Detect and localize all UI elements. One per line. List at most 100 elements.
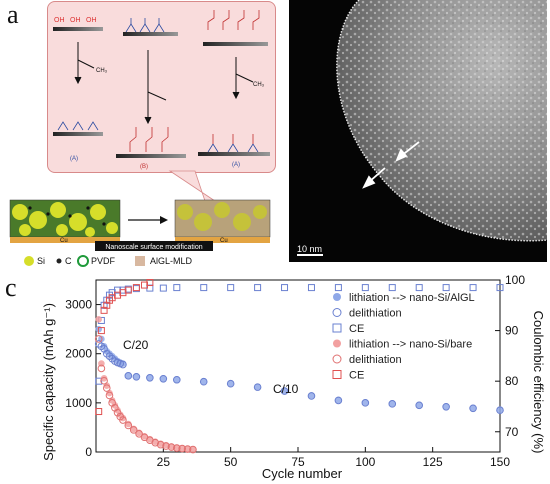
c-legend-label: C (65, 256, 72, 266)
data-point (334, 284, 342, 292)
substrate-slab (198, 152, 270, 156)
si-legend-icon (24, 256, 34, 266)
data-point (388, 400, 397, 408)
data-point (442, 284, 450, 292)
coating-layer (336, 0, 547, 242)
step-label: (B) (140, 164, 148, 170)
rate-annotation-c20: C/20 (123, 338, 149, 352)
data-point (469, 284, 477, 292)
y-tick-label: 3000 (65, 298, 92, 312)
data-point (132, 373, 141, 381)
data-point (159, 374, 168, 383)
data-point (97, 364, 106, 373)
data-point (162, 442, 170, 450)
data-point (124, 421, 133, 430)
substrate-slab (123, 32, 178, 36)
molecule-product (129, 127, 169, 152)
molecule-product (57, 121, 99, 131)
data-point (167, 443, 176, 451)
data-point (100, 374, 108, 382)
legend-marker (332, 370, 342, 379)
data-point (307, 284, 315, 292)
data-point (178, 444, 186, 453)
data-point (308, 392, 315, 399)
x-tick-label: 150 (490, 455, 510, 469)
x-tick-label: 125 (423, 455, 443, 469)
data-point (97, 327, 105, 335)
data-point (132, 284, 140, 292)
data-point (160, 374, 167, 382)
data-point (183, 445, 192, 453)
cu-label: Cu (220, 238, 228, 244)
tem-image: 10 nm (289, 0, 547, 262)
data-point (334, 396, 343, 405)
cycling-chart: 25 50 75 100 125 150 0 1000 2000 3000 70 80 90 100 lit… (41, 273, 546, 481)
pvdf-legend-icon (77, 255, 89, 267)
data-point (335, 396, 342, 404)
process-arrow-head (160, 216, 168, 224)
si-legend-label: Si (37, 256, 45, 266)
step-label: (A) (232, 162, 240, 168)
data-point (146, 279, 154, 287)
legend-marker (333, 293, 341, 301)
c-legend-icon (56, 258, 62, 264)
coated-si-particles (177, 202, 267, 231)
data-point (95, 316, 102, 323)
data-point (442, 402, 450, 410)
data-point (173, 284, 181, 292)
data-point (227, 284, 235, 292)
data-point (173, 375, 181, 384)
oh-label: OH (70, 17, 81, 24)
x-tick-label: 25 (157, 455, 171, 469)
reaction-arrows (74, 42, 254, 125)
data-point (173, 375, 181, 383)
particle-texture (336, 0, 547, 241)
x-tick-label: 100 (355, 455, 375, 469)
molecule-tma (125, 18, 165, 33)
data-point (173, 444, 181, 452)
x-tick-label: 75 (291, 455, 305, 469)
data-point (94, 340, 103, 348)
data-point (189, 445, 197, 454)
step-label: (A) (70, 156, 78, 162)
data-point (415, 401, 424, 410)
data-point (415, 284, 423, 292)
data-point (156, 440, 165, 449)
data-point (100, 343, 108, 350)
data-point (442, 402, 450, 411)
chart-marks (94, 279, 504, 454)
data-point (119, 360, 127, 369)
data-point (496, 406, 504, 414)
substrate-slab (53, 132, 103, 136)
data-point (105, 391, 114, 400)
y-tick-label: 1000 (65, 396, 92, 410)
data-point (97, 342, 106, 351)
scheme-drawing: OH OH OH CH₃ CH₃ (A) (53, 10, 270, 170)
data-point (184, 445, 191, 453)
nanoscale-label: Nanoscale surface modification (105, 244, 202, 251)
data-point (496, 406, 504, 415)
electrode-diagram: Cu Cu Nanoscale surface modification Si … (9, 170, 271, 267)
data-point (146, 373, 154, 382)
data-point (95, 408, 103, 416)
series-1 (94, 340, 504, 415)
panel-c-letter: c (5, 273, 17, 302)
series-3 (95, 316, 197, 453)
y-tick-label: 0 (85, 445, 92, 459)
data-point (129, 426, 138, 434)
x-axis-label: Cycle number (262, 466, 343, 481)
legend-marker (332, 308, 342, 317)
plot-border (95, 279, 501, 453)
data-point (178, 445, 186, 452)
plot-frame: 25 50 75 100 125 150 0 1000 2000 3000 70 80 90 100 lit… (65, 273, 525, 469)
series-5 (95, 279, 154, 416)
data-point (362, 399, 369, 406)
data-point (135, 430, 143, 438)
cu-label: Cu (60, 238, 68, 244)
ch3-label: CH₃ (96, 68, 108, 74)
data-point (124, 372, 133, 380)
tem-drawing (336, 0, 547, 242)
data-point (146, 374, 154, 381)
pvdf-legend-label: PVDF (91, 256, 116, 266)
data-point (253, 383, 262, 391)
